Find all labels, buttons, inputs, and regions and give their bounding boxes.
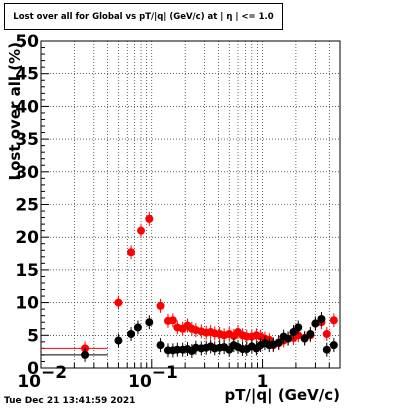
black-marker [329, 341, 338, 350]
black-marker [294, 323, 303, 332]
black-marker [322, 345, 331, 354]
y-tick-label: 40 [15, 97, 39, 117]
y-tick-label: 0 [27, 359, 39, 379]
red-marker [329, 316, 338, 325]
y-tick-label: 25 [15, 196, 39, 216]
black-marker [311, 319, 320, 328]
x-tick-exponent: −1 [152, 363, 178, 383]
y-tick-label: 35 [15, 130, 39, 150]
y-tick-label: 50 [15, 32, 39, 52]
black-marker [317, 314, 326, 323]
axes [40, 40, 341, 369]
black-marker [274, 338, 283, 347]
black-marker [156, 341, 165, 350]
x-tick-label: 1 [257, 372, 269, 392]
y-tick-label: 10 [15, 294, 39, 314]
red-marker [145, 214, 154, 223]
plot-frame [40, 40, 341, 369]
red-marker [322, 329, 331, 338]
grid-lines [41, 41, 340, 368]
x-tick-label: 10 [128, 372, 152, 392]
black-marker [81, 350, 90, 359]
black-marker [133, 323, 142, 332]
y-tick-label: 5 [27, 326, 39, 346]
red-marker [127, 248, 136, 257]
red-marker [156, 301, 165, 310]
black-marker [300, 334, 309, 343]
timestamp: Tue Dec 21 13:41:59 2021 [4, 396, 136, 406]
black-marker [127, 329, 136, 338]
black-marker [114, 336, 123, 345]
black-marker [145, 318, 154, 327]
chart-title: Lost over all for Global vs pT/|q| (GeV/… [4, 3, 283, 30]
x-axis-title: pT/|q| (GeV/c) [224, 386, 340, 405]
red-marker [168, 316, 177, 325]
black-marker [306, 329, 315, 338]
y-axis-title: Lost over all (%) [6, 42, 24, 180]
x-tick-label: 10 [17, 372, 41, 392]
black-marker [284, 334, 293, 343]
y-tick-label: 30 [15, 163, 39, 183]
y-tick-label: 15 [15, 261, 39, 281]
y-tick-label: 45 [15, 65, 39, 85]
red-marker [137, 226, 146, 235]
data-markers [41, 211, 338, 362]
y-tick-label: 20 [15, 228, 39, 248]
red-marker [114, 298, 123, 307]
x-tick-exponent: −2 [41, 363, 67, 383]
